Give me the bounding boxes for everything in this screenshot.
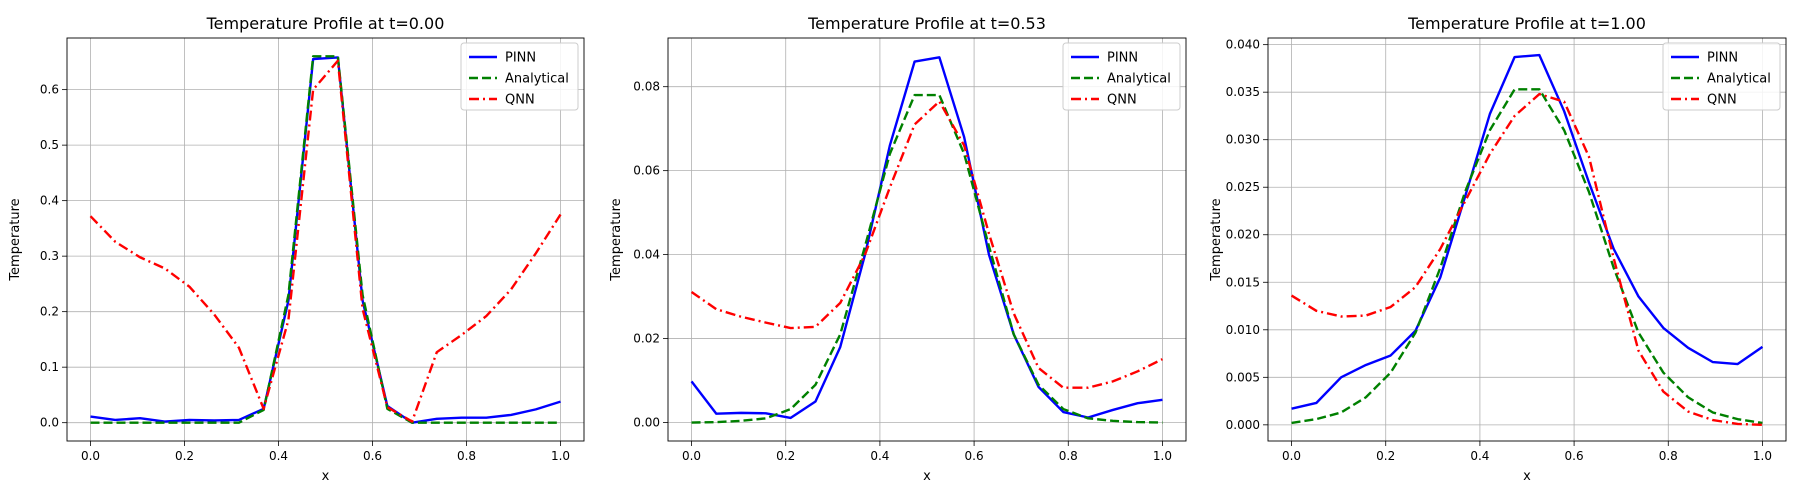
x-tick-label: 0.8: [1659, 449, 1678, 463]
x-tick-label: 0.8: [457, 449, 476, 463]
axes-frame: [66, 37, 585, 442]
chart-3: 0.0 0.2 0.4 0.6 0.8 1.0 0.000 0.005 0.010 0.015 0.…: [1209, 14, 1787, 484]
y-tick-label: 0.035: [1226, 85, 1260, 99]
legend-label-analytical: Analytical: [1707, 72, 1771, 87]
chart-title: Temperature Profile at t=0.00: [206, 14, 445, 33]
legend-label-qnn: QNN: [505, 93, 535, 108]
legend-label-pinn: PINN: [1707, 51, 1738, 66]
legend: PINN Analytical QNN: [1662, 42, 1781, 111]
series-line-qnn: [1290, 92, 1763, 427]
chart-2: 0.0 0.2 0.4 0.6 0.8 1.0 0.00 0.02 0.04 0.06 0.08 Te…: [609, 14, 1187, 484]
y-tick-label: 0.04: [633, 248, 660, 262]
x-tick-label: 0.2: [175, 449, 194, 463]
x-tick-label: 0.8: [1059, 449, 1078, 463]
x-tick-label: 0.4: [870, 449, 889, 463]
x-tick-label: 0.6: [363, 449, 382, 463]
y-tick-label: 0.025: [1226, 180, 1260, 194]
series-line-analytical: [1291, 88, 1763, 425]
x-tick-label: 0.4: [1470, 449, 1489, 463]
x-tick-label: 0.0: [1282, 449, 1301, 463]
y-tick-label: 0.020: [1226, 228, 1260, 242]
chart-title: Temperature Profile at t=0.53: [807, 14, 1046, 33]
legend-box: [460, 42, 579, 111]
x-tick-label: 1.0: [1153, 449, 1172, 463]
y-tick-label: 0.015: [1226, 275, 1260, 289]
legend-label-qnn: QNN: [1107, 93, 1137, 108]
x-tick-label: 0.2: [776, 449, 795, 463]
legend-label-pinn: PINN: [1107, 51, 1138, 66]
x-tick-label: 0.6: [965, 449, 984, 463]
series-line-pinn: [690, 56, 1163, 420]
y-tick-label: 0.06: [633, 164, 660, 178]
y-tick-label: 0.005: [1226, 370, 1260, 384]
series-line-analytical: [691, 93, 1163, 424]
y-tick-label: 0.030: [1226, 133, 1260, 147]
y-tick-label: 0.0: [40, 416, 59, 430]
y-tick-label: 0.5: [40, 138, 59, 152]
y-axis-label: Temperature: [8, 198, 23, 281]
y-tick-label: 0.040: [1226, 38, 1260, 52]
x-tick-label: 0.0: [682, 449, 701, 463]
legend: PINN Analytical QNN: [1062, 42, 1181, 111]
x-tick-label: 0.0: [81, 449, 100, 463]
axes-frame: [667, 37, 1187, 442]
y-axis-label: Temperature: [609, 198, 624, 281]
x-tick-label: 0.2: [1376, 449, 1395, 463]
y-tick-label: 0.08: [633, 80, 660, 94]
y-axis-label: Temperature: [1209, 198, 1224, 281]
series-line-qnn: [690, 100, 1163, 389]
chart-title: Temperature Profile at t=1.00: [1407, 14, 1646, 33]
x-axis-label: x: [322, 469, 330, 484]
legend-label-qnn: QNN: [1707, 93, 1737, 108]
series-line-pinn: [1291, 53, 1764, 410]
axes-frame: [1267, 37, 1787, 442]
legend-label-pinn: PINN: [505, 51, 536, 66]
x-axis-label: x: [1523, 469, 1531, 484]
y-tick-label: 0.02: [633, 332, 660, 346]
series-line-analytical: [90, 55, 561, 424]
y-tick-label: 0.010: [1226, 323, 1260, 337]
legend-label-analytical: Analytical: [505, 72, 569, 87]
x-tick-label: 1.0: [551, 449, 570, 463]
chart-1: 0.0 0.2 0.4 0.6 0.8 1.0 0.0 0.1 0.2 0.3 0.4 0.5 0.6 T…: [8, 14, 585, 484]
y-tick-label: 0.1: [40, 360, 59, 374]
y-tick-label: 0.6: [40, 83, 59, 97]
y-tick-label: 0.4: [40, 194, 59, 208]
y-tick-label: 0.00: [633, 416, 660, 430]
x-axis-label: x: [923, 469, 931, 484]
legend-box: [1062, 42, 1181, 111]
legend-box: [1662, 42, 1781, 111]
x-tick-label: 0.4: [269, 449, 288, 463]
y-tick-label: 0.000: [1226, 418, 1260, 432]
legend-label-analytical: Analytical: [1107, 72, 1171, 87]
y-tick-label: 0.2: [40, 305, 59, 319]
series-line-pinn: [90, 56, 561, 424]
legend: PINN Analytical QNN: [460, 42, 579, 111]
x-tick-label: 0.6: [1565, 449, 1584, 463]
x-tick-label: 1.0: [1753, 449, 1772, 463]
y-tick-label: 0.3: [40, 249, 59, 263]
